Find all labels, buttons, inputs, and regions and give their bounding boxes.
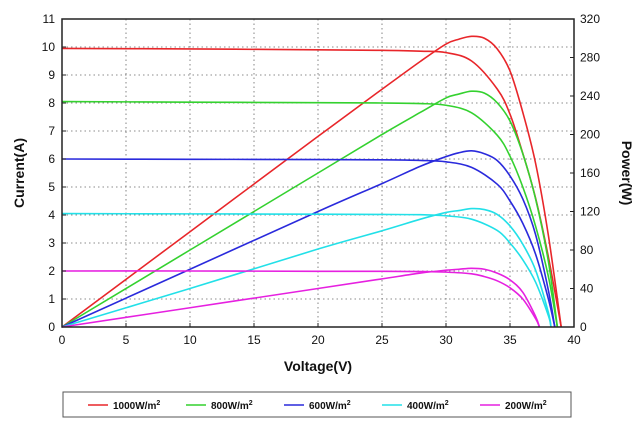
y-left-tick-label: 2 <box>48 264 55 278</box>
iv-curve-series-3 <box>61 212 552 328</box>
y-left-tick-label: 10 <box>42 40 56 54</box>
y-right-tick-label: 80 <box>580 243 594 257</box>
y-left-tick-label: 9 <box>48 68 55 82</box>
legend-label-series-4: 200W/m2 <box>505 400 547 412</box>
x-tick-label: 30 <box>439 333 453 347</box>
x-tick-label: 15 <box>247 333 261 347</box>
y-left-tick-label: 1 <box>48 292 55 306</box>
y-left-tick-label: 6 <box>48 152 55 166</box>
x-tick-label: 25 <box>375 333 389 347</box>
y-right-tick-label: 200 <box>580 128 600 142</box>
series-layer <box>61 35 562 328</box>
y-left-tick-label: 4 <box>48 208 55 222</box>
x-tick-label: 20 <box>311 333 325 347</box>
y-right-tick-label: 280 <box>580 51 600 65</box>
iv-curve-series-4 <box>61 270 541 328</box>
x-tick-label: 40 <box>567 333 581 347</box>
x-tick-label: 10 <box>183 333 197 347</box>
legend-label-series-0: 1000W/m2 <box>113 400 160 412</box>
y-left-tick-label: 7 <box>48 124 55 138</box>
y-right-tick-label: 0 <box>580 320 587 334</box>
legend: 1000W/m2 800W/m2 600W/m2 400W/m2 200W/m2 <box>88 400 547 412</box>
y-right-tick-label: 240 <box>580 89 600 103</box>
y-left-tick-label: 3 <box>48 236 55 250</box>
y-right-tick-label: 40 <box>580 282 594 296</box>
y-left-tick-label: 0 <box>48 320 55 334</box>
pv-curve-series-1 <box>61 90 559 328</box>
ticks-layer: 0 5 10 15 20 25 30 35 40012345678910110408012016… <box>42 12 601 347</box>
y-right-tick-label: 120 <box>580 205 600 219</box>
legend-label-series-3: 400W/m2 <box>407 400 449 412</box>
pv-curve-series-2 <box>61 150 556 328</box>
x-tick-label: 0 <box>59 333 66 347</box>
iv-curve-series-0 <box>61 47 562 328</box>
y-right-tick-label: 160 <box>580 166 600 180</box>
iv-curve-series-2 <box>61 158 556 328</box>
x-axis-label: Voltage(V) <box>284 358 352 374</box>
y-axis-left-label: Current(A) <box>11 138 27 208</box>
y-left-tick-label: 8 <box>48 96 55 110</box>
x-tick-label: 5 <box>123 333 130 347</box>
iv-curve-series-1 <box>61 100 559 328</box>
pv-curve-series-4 <box>61 267 541 328</box>
legend-label-series-2: 600W/m2 <box>309 400 351 412</box>
x-tick-label: 35 <box>503 333 517 347</box>
pv-curve-series-0 <box>61 35 562 328</box>
y-right-tick-label: 320 <box>580 12 600 26</box>
y-axis-right-label: Power(W) <box>619 141 635 206</box>
y-left-tick-label: 5 <box>48 180 55 194</box>
y-left-tick-label: 11 <box>43 12 56 26</box>
pv-curve-series-3 <box>61 207 552 328</box>
legend-label-series-1: 800W/m2 <box>211 400 253 412</box>
